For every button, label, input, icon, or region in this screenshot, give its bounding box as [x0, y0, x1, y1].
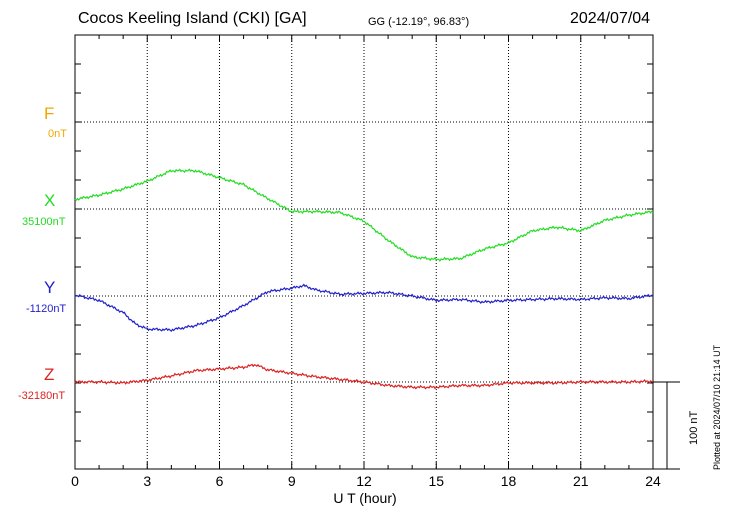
x-tick-label: 24 — [645, 473, 661, 489]
baseline-label-z: -32180nT — [18, 390, 66, 402]
series-line-y — [74, 283, 654, 332]
component-label-y: Y — [44, 278, 56, 297]
baseline-label-y: -1120nT — [26, 303, 67, 315]
x-tick-label: 21 — [572, 473, 589, 489]
baseline-label-f: 0nT — [48, 128, 67, 140]
x-tick-label: 9 — [287, 473, 296, 489]
plotted-timestamp: Plotted at 2024/07/10 21:14 UT — [712, 344, 722, 470]
x-tick-label: 12 — [356, 473, 372, 489]
scale-bar-label: 100 nT — [688, 410, 700, 445]
component-label-f: F — [44, 104, 55, 123]
chart-frame — [74, 34, 654, 470]
x-tick-label: 15 — [428, 473, 445, 489]
x-tick-label: 0 — [71, 473, 79, 489]
x-tick-label: 6 — [215, 473, 224, 489]
component-label-x: X — [44, 191, 56, 210]
station-title: Cocos Keeling Island (CKI) [GA] — [78, 10, 307, 27]
station-coordinates: GG (-12.19°, 96.83°) — [368, 16, 470, 28]
series-line-x — [74, 168, 654, 262]
chart-date: 2024/07/04 — [570, 10, 651, 27]
x-tick-label: 3 — [143, 473, 152, 489]
scale-bar — [653, 381, 680, 470]
chart-series-group — [74, 168, 654, 390]
baseline-label-x: 35100nT — [22, 216, 66, 228]
series-line-z — [74, 363, 654, 390]
x-tick-label: 18 — [500, 473, 517, 489]
chart-grid — [75, 35, 653, 469]
x-axis-label: U T (hour) — [333, 490, 397, 506]
component-label-z: Z — [44, 365, 55, 384]
